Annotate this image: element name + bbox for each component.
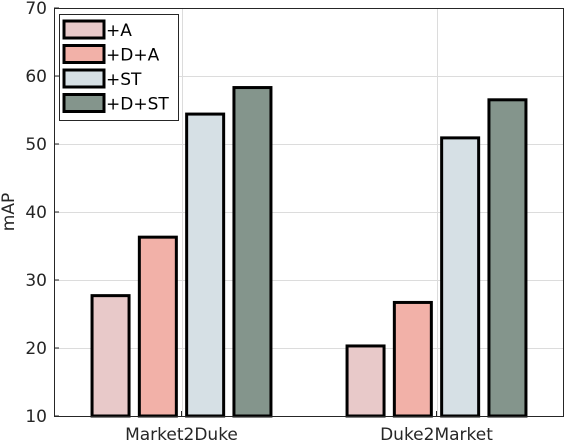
bar-Duke2Market-+A <box>345 344 386 418</box>
y-tick-label-3: 40 <box>25 203 47 223</box>
bar-Duke2Market-+D+ST <box>487 98 528 418</box>
bar-Duke2Market-+ST <box>440 136 481 418</box>
bar-Market2Duke-+D+A <box>137 235 178 418</box>
legend-swatch-2 <box>62 68 106 89</box>
legend-label-3: +D+ST <box>106 95 169 115</box>
legend-label-2: +ST <box>106 70 142 90</box>
axis-layer: 10 20 30 40 50 60 70 Market2Duke Duke2Market <box>25 0 493 442</box>
legend-label-0: +A <box>106 21 132 41</box>
y-tick-label-0: 10 <box>25 407 47 427</box>
bar-Market2Duke-+D+ST <box>232 86 273 418</box>
y-tick-label-4: 50 <box>25 135 47 155</box>
legend-swatch-1 <box>62 44 106 64</box>
y-tick-label-6: 70 <box>25 0 47 19</box>
legend: +A +D+A +ST +D+ST <box>59 14 179 121</box>
y-tick-label-1: 20 <box>25 339 47 359</box>
bar-Market2Duke-+ST <box>185 112 226 418</box>
bar-Duke2Market-+D+A <box>392 300 433 418</box>
bars-layer <box>90 86 528 418</box>
legend-swatch-3 <box>62 93 106 113</box>
bar-Market2Duke-+A <box>90 294 131 418</box>
x-tick-label-0: Market2Duke <box>125 425 238 442</box>
legend-label-1: +D+A <box>106 46 160 66</box>
x-tick-label-1: Duke2Market <box>380 425 493 442</box>
legend-swatch-0 <box>62 19 106 40</box>
y-tick-label-5: 60 <box>25 67 47 87</box>
y-axis-label: mAP <box>0 193 19 231</box>
y-tick-label-2: 30 <box>25 271 47 291</box>
